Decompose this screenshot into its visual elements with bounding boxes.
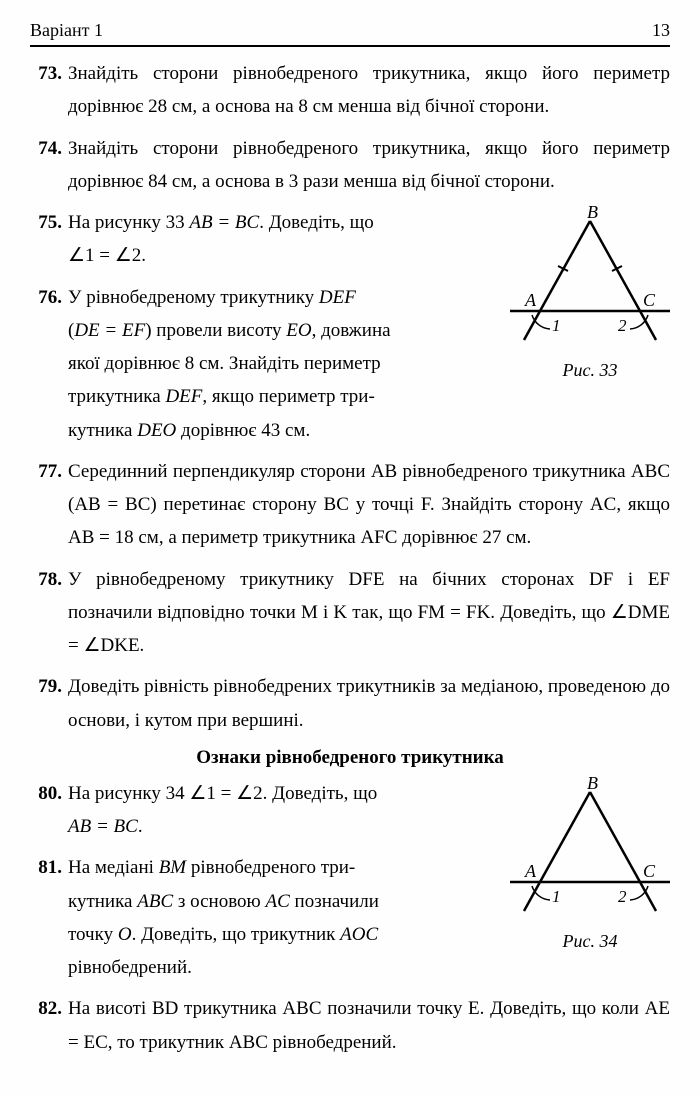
problem-text: Знайдіть сторони рівнобедреного трикутни… [68,57,670,124]
problems-80-81-with-figure: 80. На рисунку 34 ∠1 = ∠2. Доведіть, що … [30,777,670,993]
problem-text: У рівнобедреному трикутнику DEF (DE = EF… [68,281,500,447]
svg-text:1: 1 [552,316,561,335]
svg-text:C: C [643,861,656,881]
svg-text:2: 2 [618,887,627,906]
text-column: 80. На рисунку 34 ∠1 = ∠2. Доведіть, що … [30,777,500,993]
figure-caption: Рис. 33 [563,360,618,380]
page-header: Варіант 1 13 [30,20,670,47]
problem-text: На висоті BD трикутника ABC позначили то… [68,992,670,1059]
problem-75: 75. На рисунку 33 AB = BC. Доведіть, що … [30,206,500,273]
text-column: 75. На рисунку 33 AB = BC. Доведіть, що … [30,206,500,455]
problem-text: На рисунку 33 AB = BC. Доведіть, що ∠1 =… [68,206,500,273]
problem-number: 73. [30,57,62,124]
header-right: 13 [652,20,670,41]
problem-number: 76. [30,281,62,447]
problem-text: Знайдіть сторони рівнобедреного трикутни… [68,132,670,199]
svg-text:A: A [524,861,537,881]
svg-text:B: B [587,206,598,222]
svg-text:1: 1 [552,887,561,906]
problem-81: 81. На медіані BM рівнобедреного три- ку… [30,851,500,984]
problem-number: 81. [30,851,62,984]
problem-text: На рисунку 34 ∠1 = ∠2. Доведіть, що AB =… [68,777,500,844]
header-left: Варіант 1 [30,20,103,41]
figure-caption: Рис. 34 [563,931,618,951]
problem-78: 78. У рівнобедреному трикутнику DFE на б… [30,563,670,663]
svg-text:2: 2 [618,316,627,335]
svg-text:A: A [524,290,537,310]
problem-74: 74. Знайдіть сторони рівнобедреного трик… [30,132,670,199]
svg-text:C: C [643,290,656,310]
problem-number: 77. [30,455,62,555]
problem-text: У рівнобедреному трикутнику DFE на бічни… [68,563,670,663]
problem-text: Серединний перпендикуляр сторони AB рівн… [68,455,670,555]
section-title: Ознаки рівнобедреного трикутника [30,747,670,769]
problem-80: 80. На рисунку 34 ∠1 = ∠2. Доведіть, що … [30,777,500,844]
problem-77: 77. Серединний перпендикуляр сторони AB … [30,455,670,555]
problems-75-76-with-figure: 75. На рисунку 33 AB = BC. Доведіть, що … [30,206,670,455]
problem-number: 78. [30,563,62,663]
problem-number: 75. [30,206,62,273]
triangle-figure-icon: B A C 1 2 [510,777,670,927]
problem-text: На медіані BM рівнобедреного три- кутник… [68,851,500,984]
problem-number: 82. [30,992,62,1059]
figure-33: B A C 1 2 Рис. 33 [510,206,670,455]
problem-79: 79. Доведіть рівність рівнобедрених трик… [30,670,670,737]
problem-number: 80. [30,777,62,844]
triangle-figure-icon: B A C 1 2 [510,206,670,356]
problem-text: Доведіть рівність рівнобедрених трикутни… [68,670,670,737]
problem-73: 73. Знайдіть сторони рівнобедреного трик… [30,57,670,124]
page: Варіант 1 13 73. Знайдіть сторони рівноб… [0,0,700,1087]
figure-34: B A C 1 2 Рис. 34 [510,777,670,993]
problem-76: 76. У рівнобедреному трикутнику DEF (DE … [30,281,500,447]
svg-text:B: B [587,777,598,793]
problem-number: 79. [30,670,62,737]
problem-82: 82. На висоті BD трикутника ABC позначил… [30,992,670,1059]
problem-number: 74. [30,132,62,199]
